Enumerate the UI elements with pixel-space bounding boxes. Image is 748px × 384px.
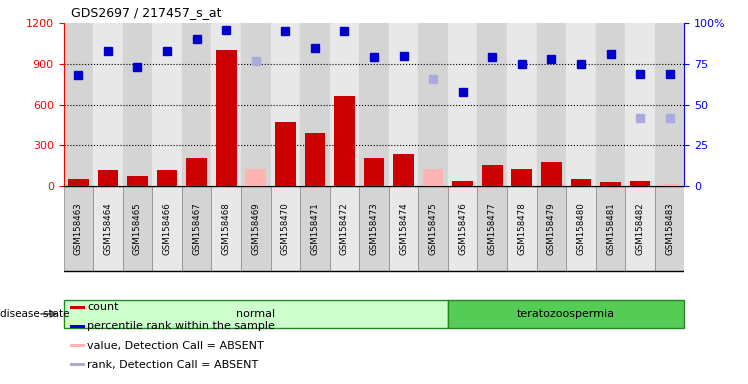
Bar bbox=[334, 96, 355, 186]
Text: GSM158477: GSM158477 bbox=[488, 202, 497, 255]
Bar bbox=[625, 23, 654, 186]
Bar bbox=[625, 186, 654, 271]
Bar bbox=[330, 23, 359, 186]
Text: GSM158475: GSM158475 bbox=[429, 202, 438, 255]
Bar bbox=[600, 182, 621, 186]
Bar bbox=[300, 23, 330, 186]
Bar bbox=[566, 186, 595, 271]
Bar bbox=[271, 186, 300, 271]
Bar bbox=[393, 154, 414, 186]
Text: GSM158481: GSM158481 bbox=[606, 202, 615, 255]
Bar bbox=[566, 23, 595, 186]
Text: GSM158464: GSM158464 bbox=[103, 202, 112, 255]
Bar bbox=[245, 169, 266, 186]
Bar bbox=[477, 186, 507, 271]
Bar bbox=[186, 158, 207, 186]
Bar bbox=[536, 186, 566, 271]
Bar bbox=[94, 186, 123, 271]
Bar bbox=[418, 186, 448, 271]
Bar bbox=[654, 186, 684, 271]
Bar bbox=[300, 186, 330, 271]
Bar bbox=[153, 23, 182, 186]
Bar bbox=[659, 184, 680, 186]
Bar bbox=[423, 169, 444, 186]
Bar bbox=[512, 169, 532, 186]
Bar bbox=[70, 344, 85, 347]
Bar bbox=[123, 23, 153, 186]
Bar bbox=[97, 170, 118, 186]
Bar bbox=[271, 23, 300, 186]
Bar bbox=[70, 363, 85, 366]
Bar bbox=[94, 23, 123, 186]
Bar bbox=[182, 186, 212, 271]
Text: GSM158474: GSM158474 bbox=[399, 202, 408, 255]
Text: GSM158471: GSM158471 bbox=[310, 202, 319, 255]
Text: GSM158470: GSM158470 bbox=[280, 202, 289, 255]
Text: GSM158483: GSM158483 bbox=[665, 202, 674, 255]
Bar bbox=[64, 186, 94, 271]
Bar bbox=[536, 23, 566, 186]
Bar bbox=[212, 23, 241, 186]
Bar bbox=[241, 23, 271, 186]
Text: GSM158468: GSM158468 bbox=[221, 202, 230, 255]
Text: GSM158467: GSM158467 bbox=[192, 202, 201, 255]
Bar bbox=[453, 182, 473, 186]
Bar bbox=[359, 186, 389, 271]
Bar bbox=[448, 186, 477, 271]
Bar bbox=[216, 50, 236, 186]
Bar bbox=[241, 186, 271, 271]
Bar bbox=[571, 179, 591, 186]
Bar bbox=[64, 23, 94, 186]
Bar bbox=[448, 23, 477, 186]
Text: GSM158469: GSM158469 bbox=[251, 202, 260, 255]
Bar bbox=[477, 23, 507, 186]
Bar bbox=[70, 325, 85, 328]
Bar bbox=[448, 300, 684, 328]
Bar bbox=[212, 186, 241, 271]
Bar bbox=[70, 306, 85, 309]
Bar bbox=[304, 133, 325, 186]
Bar bbox=[595, 186, 625, 271]
Bar bbox=[482, 165, 503, 186]
Text: GDS2697 / 217457_s_at: GDS2697 / 217457_s_at bbox=[71, 6, 221, 19]
Bar bbox=[507, 23, 536, 186]
Bar bbox=[541, 162, 562, 186]
Text: count: count bbox=[88, 302, 119, 312]
Bar bbox=[330, 186, 359, 271]
Text: GSM158476: GSM158476 bbox=[459, 202, 468, 255]
Text: value, Detection Call = ABSENT: value, Detection Call = ABSENT bbox=[88, 341, 264, 351]
Text: GSM158466: GSM158466 bbox=[162, 202, 171, 255]
Bar bbox=[156, 170, 177, 186]
Bar bbox=[595, 23, 625, 186]
Bar bbox=[654, 23, 684, 186]
Bar bbox=[127, 176, 148, 186]
Bar bbox=[359, 23, 389, 186]
Bar bbox=[123, 186, 153, 271]
Text: GSM158479: GSM158479 bbox=[547, 202, 556, 255]
Bar bbox=[507, 186, 536, 271]
Text: GSM158478: GSM158478 bbox=[518, 202, 527, 255]
Bar bbox=[64, 300, 448, 328]
Text: GSM158473: GSM158473 bbox=[370, 202, 378, 255]
Bar bbox=[659, 184, 680, 186]
Text: GSM158480: GSM158480 bbox=[577, 202, 586, 255]
Text: GSM158472: GSM158472 bbox=[340, 202, 349, 255]
Bar bbox=[389, 186, 418, 271]
Text: percentile rank within the sample: percentile rank within the sample bbox=[88, 321, 275, 331]
Bar bbox=[630, 181, 651, 186]
Text: disease state: disease state bbox=[0, 309, 70, 319]
Text: GSM158482: GSM158482 bbox=[636, 202, 645, 255]
Text: teratozoospermia: teratozoospermia bbox=[517, 309, 615, 319]
Text: GSM158465: GSM158465 bbox=[133, 202, 142, 255]
Text: GSM158463: GSM158463 bbox=[74, 202, 83, 255]
Bar bbox=[182, 23, 212, 186]
Text: rank, Detection Call = ABSENT: rank, Detection Call = ABSENT bbox=[88, 360, 258, 370]
Bar bbox=[389, 23, 418, 186]
Bar bbox=[418, 23, 448, 186]
Bar bbox=[275, 122, 295, 186]
Bar bbox=[153, 186, 182, 271]
Bar bbox=[68, 179, 89, 186]
Bar bbox=[364, 158, 384, 186]
Text: normal: normal bbox=[236, 309, 275, 319]
